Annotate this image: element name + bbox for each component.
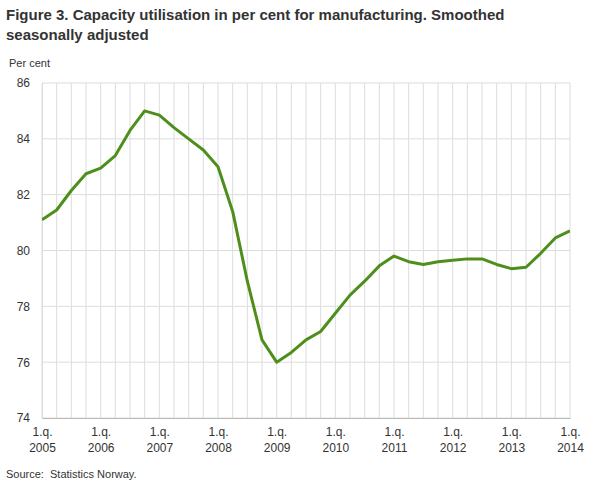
grid [42, 83, 570, 418]
x-tick-label-line: 2005 [29, 441, 56, 455]
y-grid-line [42, 306, 570, 307]
x-tick: 1.q. 2006 [88, 418, 115, 455]
x-tick-label: 1.q. 2012 [440, 425, 467, 455]
x-tick-label-line: 2009 [264, 441, 291, 455]
x-tick: 1.q. 2011 [382, 418, 408, 455]
y-tick-label: 78 [17, 300, 31, 314]
x-tick-label-line: 2012 [440, 441, 467, 455]
y-tick: 76 [17, 356, 42, 370]
plot-area [42, 111, 570, 362]
x-tick: 1.q. 2005 [29, 418, 56, 455]
y-axis: 74 76 78 80 82 84 86 [17, 76, 43, 425]
y-tick-label: 84 [17, 132, 31, 146]
x-tick-label-line: 2014 [557, 441, 584, 455]
x-tick: 1.q. 2008 [205, 418, 232, 455]
x-tick: 1.q. 2010 [322, 418, 349, 455]
x-tick-label: 1.q. 2010 [322, 425, 349, 455]
y-axis-line [42, 84, 43, 419]
x-tick-label-line: 1.q. [32, 425, 52, 439]
x-axis-line [43, 418, 571, 419]
y-tick: 80 [17, 244, 42, 258]
x-tick-label-line: 1.q. [267, 425, 287, 439]
y-tick: 78 [17, 300, 42, 314]
x-tick: 1.q. 2012 [440, 418, 467, 455]
y-tick-label: 82 [17, 188, 31, 202]
source: Source: Statistics Norway. [6, 468, 137, 480]
y-tick: 74 [17, 411, 42, 425]
line [42, 111, 570, 362]
x-tick-label-line: 2006 [88, 441, 115, 455]
x-tick-label: 1.q. 2008 [205, 425, 232, 455]
x-grid-line [42, 83, 43, 418]
y-grid-line [42, 83, 570, 84]
y-axis-title: Per cent [9, 57, 50, 69]
title: Figure 3. Capacity utilisation in per ce… [6, 6, 504, 43]
x-tick-label-line: 1.q. [443, 425, 463, 439]
y-tick-label: 86 [17, 76, 31, 90]
y-grid-line [42, 418, 570, 419]
y-grid-line [42, 362, 570, 363]
y-grid-line [42, 138, 570, 139]
y-tick: 86 [17, 76, 42, 90]
x-tick-label-line: 2008 [205, 441, 232, 455]
x-tick-label: 1.q. 2011 [382, 425, 408, 455]
y-tick-label: 76 [17, 356, 31, 370]
y-tick-label: 80 [17, 244, 31, 258]
x-tick-label-line: 2007 [146, 441, 173, 455]
x-tick: 1.q. 2009 [264, 418, 291, 455]
x-tick: 1.q. 2013 [498, 418, 525, 455]
x-tick-label: 1.q. 2014 [557, 425, 584, 455]
y-tick: 84 [17, 132, 42, 146]
x-tick-label-line: 2013 [498, 441, 525, 455]
chart: Figure 3. Capacity utilisation in per ce… [0, 0, 610, 487]
x-tick-label-line: 2011 [382, 441, 408, 455]
y-grid-line [42, 194, 570, 195]
x-tick-label: 1.q. 2006 [88, 425, 115, 455]
x-tick-label-line: 1.q. [91, 425, 111, 439]
x-tick-label: 1.q. 2009 [264, 425, 291, 455]
title-line: seasonally adjusted [6, 26, 149, 43]
y-tick: 82 [17, 188, 42, 202]
x-tick-label-line: 1.q. [384, 425, 404, 439]
y-tick-label: 74 [17, 411, 31, 425]
x-tick: 1.q. 2014 [557, 418, 584, 455]
x-tick-label-line: 1.q. [502, 425, 522, 439]
x-axis: 1.q. 2005 1.q. 2006 1.q. 2007 1.q. 2008 1.q. 2009… [29, 418, 584, 455]
title-line: Figure 3. Capacity utilisation in per ce… [6, 6, 504, 23]
x-tick-label-line: 2010 [322, 441, 349, 455]
x-tick-label: 1.q. 2007 [146, 425, 173, 455]
y-grid-line [42, 250, 570, 251]
x-tick-label: 1.q. 2005 [29, 425, 56, 455]
x-tick: 1.q. 2007 [146, 418, 173, 455]
x-tick-label-line: 1.q. [560, 425, 580, 439]
x-tick-label-line: 1.q. [150, 425, 170, 439]
x-tick-label-line: 1.q. [326, 425, 346, 439]
x-tick-label: 1.q. 2013 [498, 425, 525, 455]
x-tick-label-line: 1.q. [208, 425, 228, 439]
